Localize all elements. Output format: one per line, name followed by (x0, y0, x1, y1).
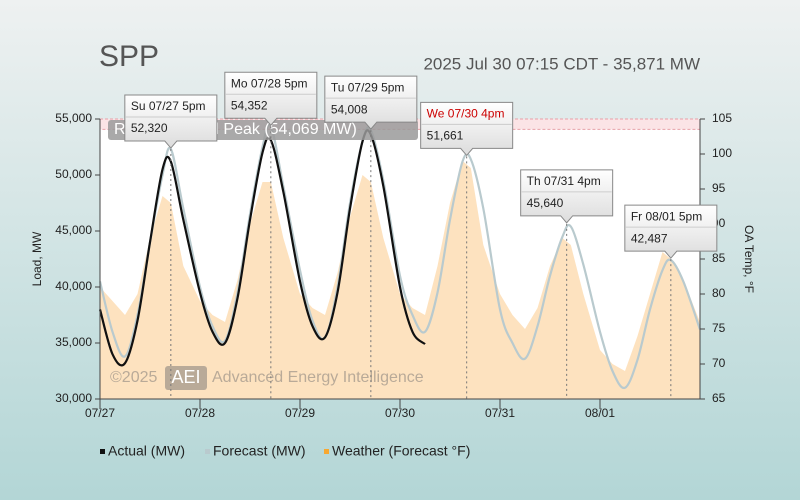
y2-tick-label: 70 (712, 356, 726, 370)
x-tick-label: 07/27 (85, 406, 115, 420)
legend-label: Forecast (MW) (213, 443, 306, 459)
y2-tick-label: 105 (712, 111, 732, 125)
x-tick-label: 07/30 (385, 406, 415, 420)
callout-box (520, 169, 614, 224)
callout-value: 42,487 (631, 231, 668, 245)
callout-box (420, 101, 514, 157)
legend-label: Actual (MW) (108, 443, 185, 459)
y-axis-label: Load, MW (30, 231, 44, 286)
legend-swatch (205, 449, 210, 454)
callout: Su 07/27 5pm 52,320 (124, 94, 218, 149)
subtitle: 2025 Jul 30 07:15 CDT - 35,871 MW (423, 54, 700, 73)
series-line (98, 123, 702, 390)
y2-axis-label: OA Temp, °F (742, 225, 756, 293)
callout-value: 54,352 (231, 98, 268, 112)
callout-value: 54,008 (331, 102, 368, 116)
callout: Th 07/31 4pm 45,640 (520, 169, 614, 224)
y-tick-label: 50,000 (55, 167, 92, 181)
watermark-text: Advanced Energy Intelligence (212, 369, 424, 386)
callout-value: 52,320 (131, 121, 168, 135)
x-tick-label: 07/29 (285, 406, 315, 420)
callout: Fr 08/01 5pm 42,487 (624, 204, 718, 259)
weather-area (100, 161, 700, 399)
callout-value: 51,661 (427, 129, 464, 143)
watermark-logo-bg (165, 366, 207, 390)
title: SPP (99, 40, 159, 73)
y2-tick-label: 75 (712, 321, 726, 335)
y-tick-label: 40,000 (55, 279, 92, 293)
y2-tick-label: 95 (712, 181, 726, 195)
y-tick-label: 45,000 (55, 223, 92, 237)
callout: Tu 07/29 5pm 54,008 (324, 75, 418, 130)
x-tick-label: 07/28 (185, 406, 215, 420)
legend-swatch (100, 449, 105, 454)
callout-box (224, 71, 318, 127)
x-tick-label: 08/01 (585, 406, 615, 420)
y-tick-label: 35,000 (55, 335, 92, 349)
callout-label: Su 07/27 5pm (131, 99, 206, 113)
callout-box (124, 94, 218, 149)
callout-label: Fr 08/01 5pm (631, 209, 702, 223)
watermark-year: ©2025 (110, 369, 157, 386)
callout-label: Tu 07/29 5pm (331, 80, 405, 94)
callout-label: We 07/30 4pm (427, 107, 505, 121)
legend-swatch (324, 449, 329, 454)
y2-tick-label: 85 (712, 251, 726, 265)
callout-label: Th 07/31 4pm (527, 174, 601, 188)
y-tick-label: 30,000 (55, 391, 92, 405)
watermark-logo: AEI (171, 367, 200, 387)
x-tick-label: 07/31 (485, 406, 515, 420)
callout-box (324, 75, 418, 130)
legend-label: Weather (Forecast °F) (332, 443, 470, 459)
callout-label: Mo 07/28 5pm (231, 76, 308, 90)
callout-box (624, 204, 718, 259)
y-tick-label: 55,000 (55, 111, 92, 125)
callout: Mo 07/28 5pm 54,352 (224, 71, 318, 127)
callout: We 07/30 4pm 51,661 (420, 101, 514, 157)
callout-value: 45,640 (527, 196, 564, 210)
y2-tick-label: 80 (712, 286, 726, 300)
y2-tick-label: 65 (712, 391, 726, 405)
y2-tick-label: 100 (712, 146, 732, 160)
